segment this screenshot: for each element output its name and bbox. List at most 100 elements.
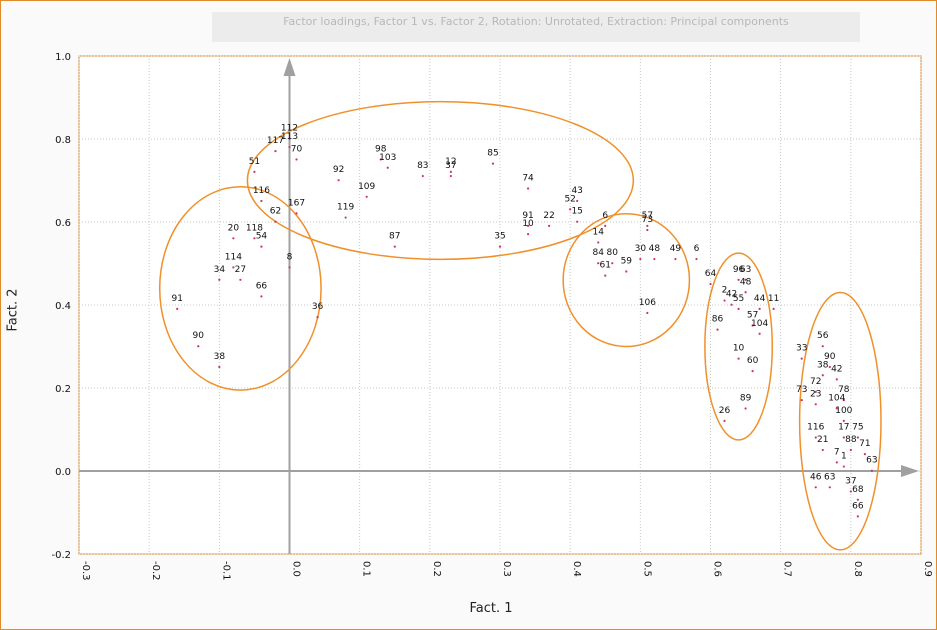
point-label: 1: [841, 452, 847, 462]
point-label: 52: [564, 194, 575, 204]
data-point: [260, 199, 263, 203]
data-point: [295, 158, 298, 161]
data-point: [526, 233, 530, 236]
point-label: 104: [751, 319, 768, 329]
point-label: 89: [740, 393, 752, 403]
data-point: [218, 278, 221, 281]
data-point: [365, 195, 368, 198]
data-point: [253, 170, 256, 173]
cluster-ellipse: [798, 291, 882, 551]
data-point: [576, 220, 579, 223]
data-point: [253, 237, 256, 240]
point-label: 6: [694, 244, 700, 254]
point-label: 10: [733, 344, 745, 354]
x-tick-label: -0.3: [80, 561, 91, 581]
point-label: 12: [445, 157, 456, 167]
data-point: [835, 461, 838, 464]
point-label: 48: [740, 277, 752, 287]
data-point: [737, 278, 740, 281]
data-point: [498, 245, 502, 248]
data-point: [449, 170, 452, 173]
data-point: [842, 419, 845, 422]
tick-layer: -0.3 -0.2 -0.1 0.0 0.1 0.2 0.3 0.4 0.5 0.6 0.7 0.8 0…: [51, 52, 933, 581]
point-label: 96: [733, 265, 745, 275]
data-point: [597, 262, 600, 265]
data-point: [316, 316, 319, 319]
point-label: 90: [824, 352, 836, 362]
data-point: [674, 257, 677, 261]
data-point: [421, 174, 424, 178]
data-point: [758, 307, 761, 310]
y-tick-label: 0.6: [55, 218, 71, 229]
data-point: [744, 407, 747, 410]
point-label: 167: [288, 198, 305, 208]
point-label: 104: [828, 393, 845, 403]
x-tick-label: -0.1: [220, 561, 231, 581]
data-point: [737, 357, 740, 360]
title-band: [212, 12, 860, 42]
data-point: [176, 307, 179, 310]
data-point: [758, 332, 761, 335]
data-point: [744, 291, 747, 294]
data-point: [526, 224, 530, 227]
point-label: 78: [838, 385, 850, 395]
point-label: 60: [747, 356, 759, 366]
data-point: [526, 187, 530, 190]
cluster-ellipse: [246, 100, 635, 261]
point-label: 54: [256, 232, 268, 242]
point-label: 48: [649, 244, 661, 254]
x-tick-label: -0.2: [150, 561, 161, 581]
point-label: 49: [670, 244, 682, 254]
ellipse-layer: [158, 100, 882, 551]
data-point: [856, 498, 859, 501]
data-point: [597, 241, 600, 244]
point-label: 118: [246, 223, 263, 233]
data-point: [646, 311, 649, 315]
point-label: 23: [810, 389, 821, 399]
x-tick-label: 0.3: [501, 561, 512, 577]
point-label: 34: [214, 265, 226, 275]
point-label: 75: [852, 423, 863, 433]
point-label: 33: [796, 344, 807, 354]
x-tick-label: 0.1: [361, 561, 372, 577]
point-label: 84: [593, 248, 605, 258]
data-point: [856, 515, 859, 518]
point-label: 119: [337, 203, 354, 213]
data-point: [611, 262, 614, 265]
y-axis-label: Fact. 2: [5, 288, 21, 332]
data-point: [842, 399, 845, 402]
point-label: 91: [172, 294, 183, 304]
data-point: [842, 465, 845, 468]
point-label: 30: [635, 244, 647, 254]
data-point: [379, 158, 382, 161]
point-label: 80: [607, 248, 619, 258]
chart-title: Factor loadings, Factor 1 vs. Factor 2, …: [283, 15, 789, 28]
data-point: [800, 399, 803, 402]
data-point: [239, 278, 242, 281]
data-point: [288, 266, 291, 269]
point-label: 87: [389, 232, 400, 242]
data-point: [646, 224, 649, 227]
data-point: [821, 345, 824, 348]
point-label: 66: [256, 281, 268, 291]
point-label: 7: [834, 447, 840, 457]
point-label: 73: [642, 215, 653, 225]
x-tick-label: 0.9: [922, 561, 933, 577]
data-point: [548, 224, 551, 227]
point-label: 70: [291, 144, 303, 154]
data-point: [744, 278, 747, 281]
point-label: 17: [838, 423, 849, 433]
point-label: 59: [621, 257, 633, 267]
point-label: 113: [281, 132, 298, 142]
point-label: 35: [494, 232, 505, 242]
point-label: 64: [705, 269, 717, 279]
data-point: [288, 137, 291, 140]
y-tick-label: -0.2: [51, 550, 71, 561]
data-point: [856, 436, 859, 439]
point-label: 10: [522, 219, 534, 229]
point-label: 46: [810, 472, 822, 482]
y-tick-label: 0.2: [55, 384, 71, 395]
point-label: 51: [249, 157, 260, 167]
